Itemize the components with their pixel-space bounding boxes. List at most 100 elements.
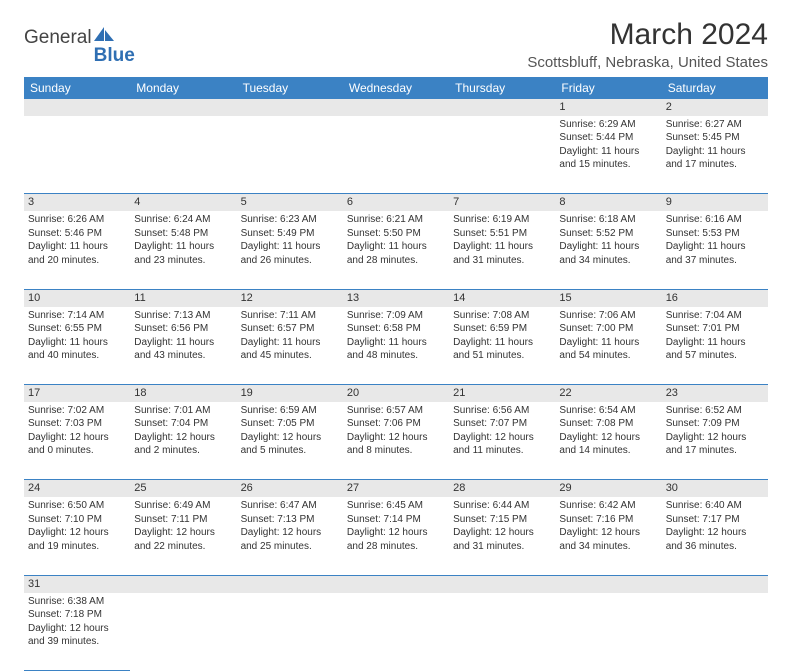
daylight-text: Daylight: 12 hours and 31 minutes.: [453, 526, 551, 553]
sunrise-text: Sunrise: 7:06 AM: [559, 309, 657, 323]
sunset-text: Sunset: 5:46 PM: [28, 227, 126, 241]
day-cell: Sunrise: 6:50 AMSunset: 7:10 PMDaylight:…: [24, 497, 130, 575]
daylight-text: Daylight: 12 hours and 22 minutes.: [134, 526, 232, 553]
sunrise-text: Sunrise: 6:45 AM: [347, 499, 445, 513]
sunset-text: Sunset: 7:13 PM: [241, 513, 339, 527]
daylight-text: Daylight: 11 hours and 20 minutes.: [28, 240, 126, 267]
day-cell: Sunrise: 6:47 AMSunset: 7:13 PMDaylight:…: [237, 497, 343, 575]
day-cell: Sunrise: 6:56 AMSunset: 7:07 PMDaylight:…: [449, 402, 555, 480]
daynum-row: 24252627282930: [24, 480, 768, 497]
daylight-text: Daylight: 11 hours and 51 minutes.: [453, 336, 551, 363]
sunset-text: Sunset: 5:50 PM: [347, 227, 445, 241]
day-number: [24, 99, 130, 116]
day-cell: [130, 116, 236, 194]
daylight-text: Daylight: 11 hours and 23 minutes.: [134, 240, 232, 267]
day-cell: Sunrise: 6:26 AMSunset: 5:46 PMDaylight:…: [24, 211, 130, 289]
day-number: 22: [555, 385, 661, 402]
day-number: 19: [237, 385, 343, 402]
logo: General Blue: [24, 18, 135, 58]
sunset-text: Sunset: 5:44 PM: [559, 131, 657, 145]
sunset-text: Sunset: 7:10 PM: [28, 513, 126, 527]
sunset-text: Sunset: 7:07 PM: [453, 417, 551, 431]
day-cell: [237, 116, 343, 194]
day-number: 16: [662, 289, 768, 306]
day-cell: Sunrise: 7:11 AMSunset: 6:57 PMDaylight:…: [237, 307, 343, 385]
day-cell: Sunrise: 7:02 AMSunset: 7:03 PMDaylight:…: [24, 402, 130, 480]
daylight-text: Daylight: 12 hours and 8 minutes.: [347, 431, 445, 458]
day-number: [237, 99, 343, 116]
sunrise-text: Sunrise: 6:57 AM: [347, 404, 445, 418]
sunrise-text: Sunrise: 6:21 AM: [347, 213, 445, 227]
sunset-text: Sunset: 5:49 PM: [241, 227, 339, 241]
week-row: Sunrise: 6:26 AMSunset: 5:46 PMDaylight:…: [24, 211, 768, 289]
day-cell: Sunrise: 7:06 AMSunset: 7:00 PMDaylight:…: [555, 307, 661, 385]
daylight-text: Daylight: 11 hours and 17 minutes.: [666, 145, 764, 172]
day-cell: Sunrise: 6:24 AMSunset: 5:48 PMDaylight:…: [130, 211, 236, 289]
day-number: 8: [555, 194, 661, 211]
day-number: 6: [343, 194, 449, 211]
daylight-text: Daylight: 11 hours and 43 minutes.: [134, 336, 232, 363]
daylight-text: Daylight: 12 hours and 34 minutes.: [559, 526, 657, 553]
day-cell: Sunrise: 6:57 AMSunset: 7:06 PMDaylight:…: [343, 402, 449, 480]
sunset-text: Sunset: 7:03 PM: [28, 417, 126, 431]
day-number: 15: [555, 289, 661, 306]
sunset-text: Sunset: 6:58 PM: [347, 322, 445, 336]
daylight-text: Daylight: 12 hours and 36 minutes.: [666, 526, 764, 553]
day-number: 26: [237, 480, 343, 497]
daylight-text: Daylight: 11 hours and 48 minutes.: [347, 336, 445, 363]
sunrise-text: Sunrise: 7:13 AM: [134, 309, 232, 323]
day-number: 11: [130, 289, 236, 306]
sunrise-text: Sunrise: 6:23 AM: [241, 213, 339, 227]
daylight-text: Daylight: 11 hours and 45 minutes.: [241, 336, 339, 363]
day-number: 9: [662, 194, 768, 211]
sunset-text: Sunset: 6:55 PM: [28, 322, 126, 336]
day-cell: Sunrise: 6:40 AMSunset: 7:17 PMDaylight:…: [662, 497, 768, 575]
day-number: [449, 575, 555, 592]
day-number: [555, 575, 661, 592]
daylight-text: Daylight: 12 hours and 5 minutes.: [241, 431, 339, 458]
location: Scottsbluff, Nebraska, United States: [527, 54, 768, 71]
day-cell: Sunrise: 6:19 AMSunset: 5:51 PMDaylight:…: [449, 211, 555, 289]
day-cell: [343, 116, 449, 194]
day-number: [343, 575, 449, 592]
day-cell: Sunrise: 7:01 AMSunset: 7:04 PMDaylight:…: [130, 402, 236, 480]
daylight-text: Daylight: 12 hours and 11 minutes.: [453, 431, 551, 458]
day-number: 23: [662, 385, 768, 402]
daylight-text: Daylight: 12 hours and 39 minutes.: [28, 622, 126, 649]
day-number: [662, 575, 768, 592]
sunset-text: Sunset: 6:57 PM: [241, 322, 339, 336]
day-number: [237, 575, 343, 592]
week-row: Sunrise: 7:14 AMSunset: 6:55 PMDaylight:…: [24, 307, 768, 385]
day-cell: Sunrise: 6:59 AMSunset: 7:05 PMDaylight:…: [237, 402, 343, 480]
daylight-text: Daylight: 12 hours and 19 minutes.: [28, 526, 126, 553]
weekday-header: Saturday: [662, 77, 768, 99]
title-block: March 2024 Scottsbluff, Nebraska, United…: [527, 18, 768, 71]
daylight-text: Daylight: 12 hours and 25 minutes.: [241, 526, 339, 553]
day-number: [449, 99, 555, 116]
weekday-header-row: SundayMondayTuesdayWednesdayThursdayFrid…: [24, 77, 768, 99]
daynum-row: 31: [24, 575, 768, 592]
sunset-text: Sunset: 7:18 PM: [28, 608, 126, 622]
sunrise-text: Sunrise: 6:29 AM: [559, 118, 657, 132]
day-cell: Sunrise: 6:21 AMSunset: 5:50 PMDaylight:…: [343, 211, 449, 289]
daynum-row: 17181920212223: [24, 385, 768, 402]
sunrise-text: Sunrise: 6:56 AM: [453, 404, 551, 418]
day-cell: Sunrise: 7:04 AMSunset: 7:01 PMDaylight:…: [662, 307, 768, 385]
day-number: 4: [130, 194, 236, 211]
day-cell: Sunrise: 6:54 AMSunset: 7:08 PMDaylight:…: [555, 402, 661, 480]
day-cell: Sunrise: 6:38 AMSunset: 7:18 PMDaylight:…: [24, 593, 130, 671]
day-number: 7: [449, 194, 555, 211]
day-cell: [555, 593, 661, 671]
sunrise-text: Sunrise: 6:18 AM: [559, 213, 657, 227]
sunset-text: Sunset: 7:04 PM: [134, 417, 232, 431]
day-cell: Sunrise: 7:09 AMSunset: 6:58 PMDaylight:…: [343, 307, 449, 385]
daylight-text: Daylight: 12 hours and 17 minutes.: [666, 431, 764, 458]
sunset-text: Sunset: 7:15 PM: [453, 513, 551, 527]
sunrise-text: Sunrise: 6:54 AM: [559, 404, 657, 418]
daylight-text: Daylight: 12 hours and 28 minutes.: [347, 526, 445, 553]
sunrise-text: Sunrise: 7:09 AM: [347, 309, 445, 323]
logo-text-2: Blue: [94, 45, 135, 67]
day-number: 18: [130, 385, 236, 402]
sunset-text: Sunset: 6:56 PM: [134, 322, 232, 336]
sunrise-text: Sunrise: 6:49 AM: [134, 499, 232, 513]
